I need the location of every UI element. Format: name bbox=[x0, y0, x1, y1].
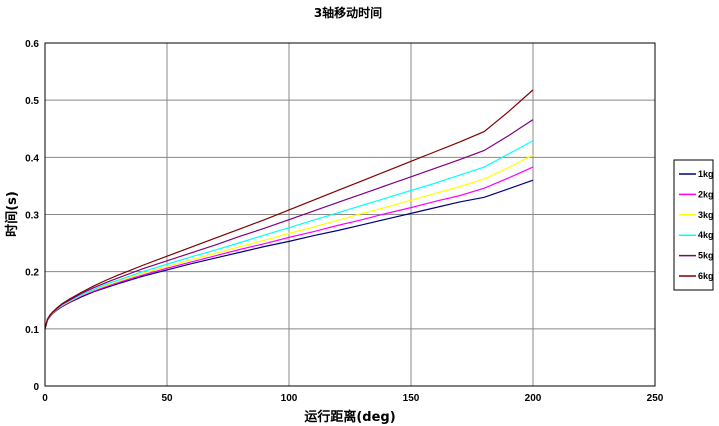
x-tick-label: 150 bbox=[403, 393, 420, 404]
grid-lines bbox=[45, 43, 655, 386]
legend-label-3kg: 3kg bbox=[698, 210, 714, 220]
legend-label-1kg: 1kg bbox=[698, 169, 714, 179]
y-axis-title: 时间(s) bbox=[4, 191, 20, 237]
series-line-6kg bbox=[44, 89, 534, 329]
x-tick-label: 250 bbox=[647, 393, 664, 404]
x-tick-label: 50 bbox=[161, 393, 173, 404]
y-tick-label: 0 bbox=[33, 382, 39, 393]
y-tick-label: 0.2 bbox=[25, 268, 39, 279]
legend-label-6kg: 6kg bbox=[698, 271, 714, 281]
y-tick-label: 0.5 bbox=[25, 96, 39, 107]
y-tick-label: 0.6 bbox=[25, 39, 39, 50]
plot-frame bbox=[44, 42, 656, 387]
x-tick-label: 0 bbox=[42, 393, 48, 404]
x-tick-labels: 0 50 100 150 200 250 bbox=[42, 393, 664, 404]
x-tick-label: 200 bbox=[525, 393, 542, 404]
x-axis-title: 运行距离(deg) bbox=[304, 409, 395, 425]
y-tick-label: 0.4 bbox=[25, 153, 39, 164]
legend: 1kg 2kg 3kg 4kg 5kg 6kg bbox=[673, 159, 714, 291]
legend-label-5kg: 5kg bbox=[698, 251, 714, 261]
y-tick-label: 0.3 bbox=[25, 211, 39, 222]
y-tick-label: 0.1 bbox=[25, 325, 39, 336]
y-tick-labels: 0 0.1 0.2 0.3 0.4 0.5 0.6 bbox=[25, 39, 39, 393]
series-lines bbox=[44, 89, 534, 329]
legend-box bbox=[673, 159, 714, 291]
legend-label-4kg: 4kg bbox=[698, 230, 714, 240]
x-tick-label: 100 bbox=[281, 393, 298, 404]
chart-title: 3轴移动时间 bbox=[314, 5, 382, 20]
legend-label-2kg: 2kg bbox=[698, 189, 714, 199]
